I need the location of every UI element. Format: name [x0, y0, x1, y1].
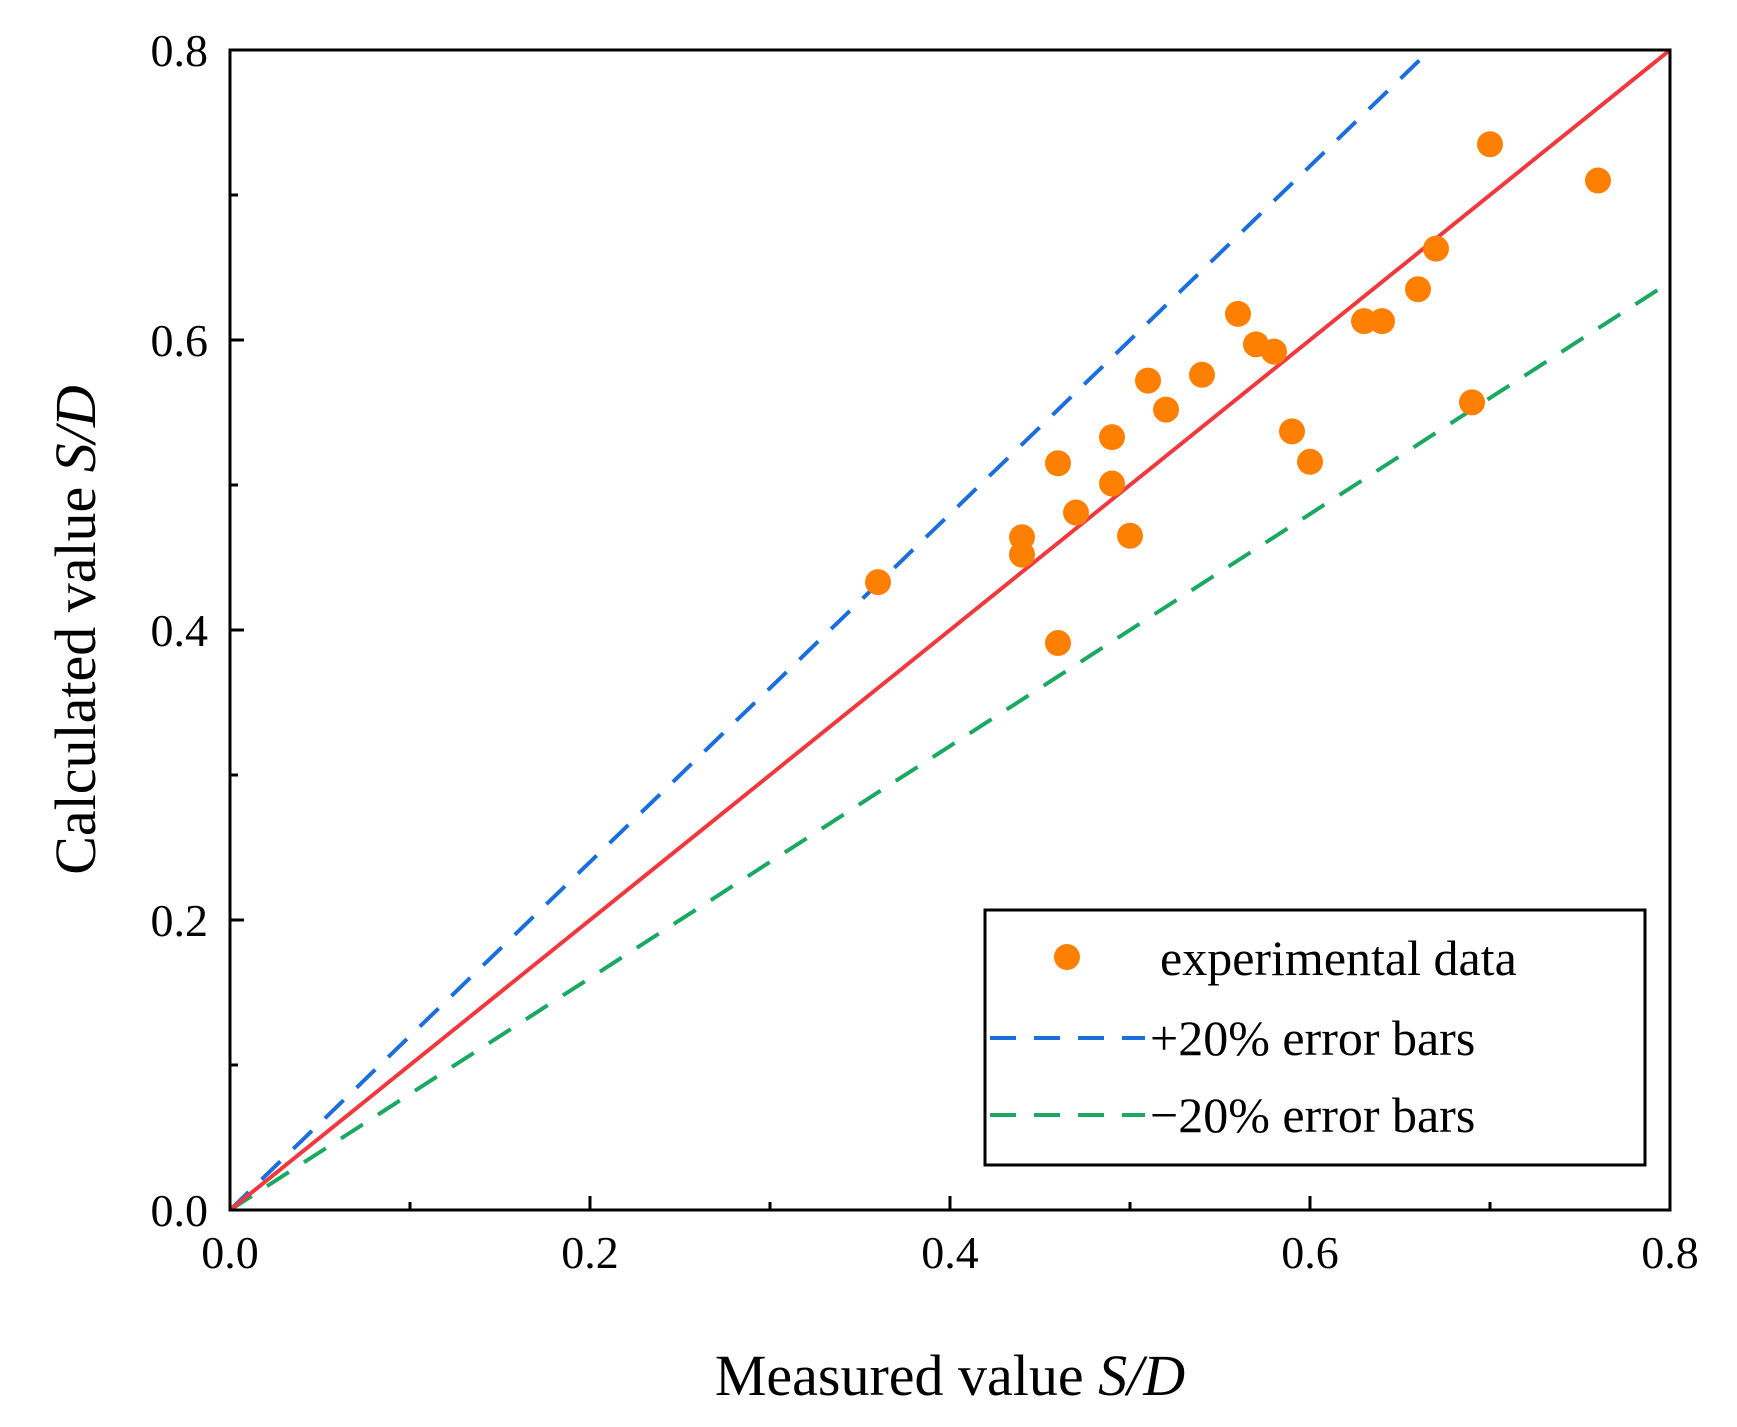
- plus-20-error-line: [230, 50, 1432, 1210]
- data-point: [1153, 396, 1179, 423]
- data-point: [1063, 499, 1089, 526]
- x-tick-label: 0.6: [1281, 1227, 1339, 1278]
- data-point: [1045, 630, 1071, 657]
- data-point: [1351, 308, 1377, 335]
- data-point: [1405, 276, 1431, 303]
- data-point: [1477, 131, 1503, 158]
- legend-label-minus-20: −20% error bars: [1150, 1087, 1475, 1143]
- y-axis-ticks: 0.0 0.2 0.4 0.6 0.8: [151, 25, 244, 1236]
- x-axis-title-prefix: Measured value: [715, 1343, 1098, 1408]
- data-point: [1459, 389, 1485, 416]
- data-point: [1585, 167, 1611, 194]
- y-tick-label: 0.0: [151, 1185, 209, 1236]
- y-tick-label: 0.6: [151, 315, 209, 366]
- x-axis-title-variable: S/D: [1098, 1343, 1185, 1408]
- data-point: [1225, 300, 1251, 327]
- legend: experimental data +20% error bars −20% e…: [983, 908, 1647, 1167]
- legend-marker-experimental-data: [1054, 944, 1080, 970]
- y-axis-title-prefix: Calculated value: [43, 472, 108, 875]
- data-point: [1279, 418, 1305, 445]
- y-tick-label: 0.4: [151, 605, 209, 656]
- data-point: [1261, 338, 1287, 365]
- data-point: [1189, 361, 1215, 388]
- x-tick-label: 0.0: [201, 1227, 259, 1278]
- legend-label-experimental-data: experimental data: [1160, 930, 1517, 986]
- minus-20-error-line: [230, 280, 1670, 1210]
- x-tick-label: 0.2: [561, 1227, 619, 1278]
- plot-area: [230, 50, 1670, 1210]
- data-point: [865, 569, 891, 596]
- data-point: [1117, 522, 1143, 549]
- x-axis-ticks: 0.0 0.2 0.4 0.6 0.8: [201, 1196, 1699, 1278]
- experimental-data-points: [865, 131, 1611, 657]
- y-axis-title: Calculated value S/D: [43, 385, 108, 875]
- legend-label-plus-20: +20% error bars: [1150, 1010, 1475, 1066]
- data-point: [1297, 448, 1323, 475]
- data-point: [1135, 367, 1161, 394]
- y-tick-label: 0.8: [151, 25, 209, 76]
- data-point: [1369, 308, 1395, 335]
- data-point: [1423, 235, 1449, 262]
- x-axis-title: Measured value S/D: [715, 1343, 1185, 1408]
- data-point: [1045, 450, 1071, 477]
- x-tick-label: 0.4: [921, 1227, 979, 1278]
- x-tick-label: 0.8: [1641, 1227, 1699, 1278]
- data-point: [1099, 424, 1125, 451]
- data-point: [1099, 470, 1125, 497]
- y-tick-label: 0.2: [151, 895, 209, 946]
- data-point: [1009, 541, 1035, 568]
- y-axis-title-variable: S/D: [43, 385, 108, 472]
